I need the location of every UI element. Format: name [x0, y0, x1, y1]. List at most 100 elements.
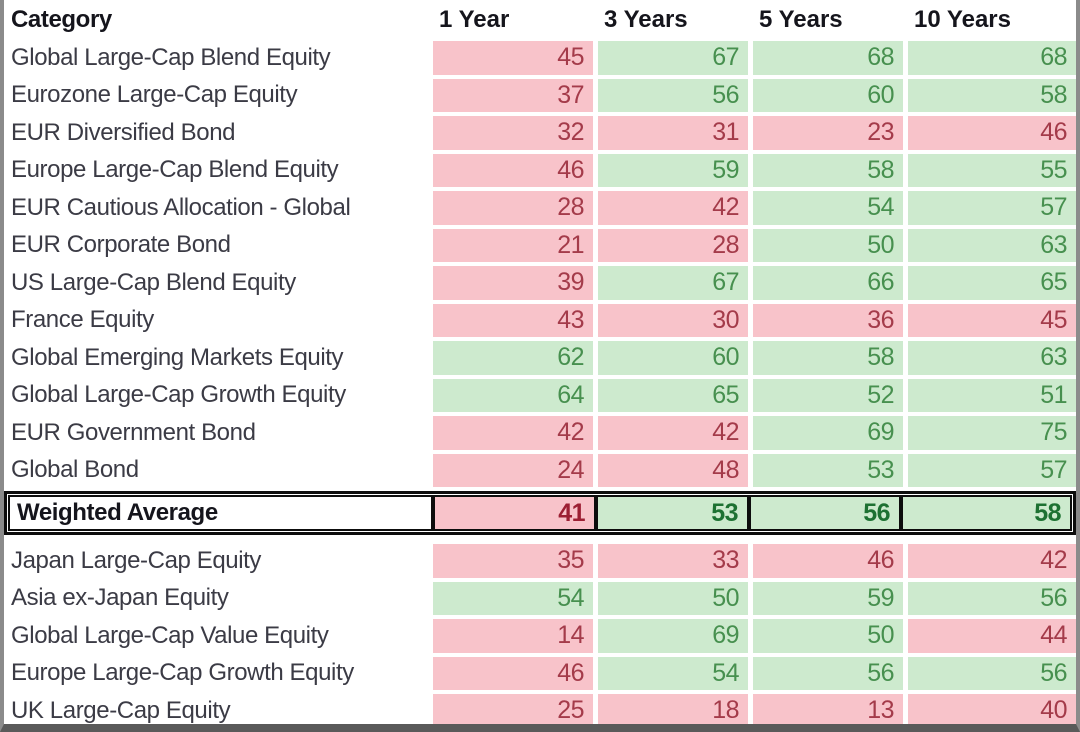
value-cell-5-years: 13 [753, 694, 903, 724]
value-cell-1-year: 14 [433, 619, 593, 653]
value-cell-1-year: 64 [433, 378, 593, 412]
category-cell: US Large-Cap Blend Equity [11, 268, 296, 296]
value-cell-10-years: 45 [908, 303, 1076, 337]
value-cell-10-years: 57 [908, 453, 1076, 487]
column-header-10-years: 10 Years [914, 6, 1011, 33]
value-cell-1-year: 43 [433, 303, 593, 337]
category-cell: EUR Diversified Bond [11, 118, 236, 146]
value-cell-3-years: 30 [598, 303, 748, 337]
value-cell-10-years: 46 [908, 116, 1076, 150]
value-cell-5-years: 56 [753, 656, 903, 690]
value-cell-3-years: 54 [598, 656, 748, 690]
column-header-3-years: 3 Years [604, 6, 688, 33]
value-cell-10-years: 75 [908, 416, 1076, 450]
value-cell-10-years: 56 [908, 581, 1076, 615]
value-cell-1-year: 62 [433, 341, 593, 375]
value-cell-1-year: 46 [433, 656, 593, 690]
value-cell-5-years: 46 [753, 544, 903, 578]
value-cell-10-years: 58 [908, 78, 1076, 112]
category-cell: Europe Large-Cap Growth Equity [11, 659, 354, 687]
value-cell-3-years: 59 [598, 153, 748, 187]
value-cell-5-years: 58 [753, 153, 903, 187]
value-cell-3-years: 56 [598, 78, 748, 112]
table-row: France Equity 43 30 36 45 [4, 303, 1076, 337]
value-cell-3-years: 67 [598, 266, 748, 300]
value-cell-1-year: 32 [433, 116, 593, 150]
table-row: Europe Large-Cap Growth Equity 46 54 56 56 [4, 656, 1076, 690]
value-cell-5-years: 50 [753, 228, 903, 262]
category-cell: Global Emerging Markets Equity [11, 343, 344, 371]
table-row: Europe Large-Cap Blend Equity 46 59 58 55 [4, 153, 1076, 187]
value-cell-5-years: 59 [753, 581, 903, 615]
value-cell-10-years: 63 [908, 228, 1076, 262]
table-row: EUR Cautious Allocation - Global 28 42 54 57 [4, 191, 1076, 225]
value-cell-1-year: 41 [433, 495, 596, 531]
category-cell: EUR Government Bond [11, 418, 256, 446]
value-cell-10-years: 68 [908, 41, 1076, 75]
category-cell: Global Large-Cap Growth Equity [11, 381, 346, 409]
category-cell: Global Large-Cap Value Equity [11, 621, 329, 649]
category-cell: Global Large-Cap Blend Equity [11, 43, 331, 71]
value-cell-5-years: 66 [753, 266, 903, 300]
value-cell-10-years: 63 [908, 341, 1076, 375]
table-row: Global Large-Cap Growth Equity 64 65 52 51 [4, 378, 1076, 412]
value-cell-3-years: 65 [598, 378, 748, 412]
weighted-average-row: Weighted Average 41 53 56 58 [8, 495, 1072, 531]
table-row: EUR Government Bond 42 42 69 75 [4, 416, 1076, 450]
table-row: Japan Large-Cap Equity 35 33 46 42 [4, 544, 1076, 578]
value-cell-3-years: 50 [598, 581, 748, 615]
column-header-5-years: 5 Years [759, 6, 843, 33]
value-cell-1-year: 24 [433, 453, 593, 487]
value-cell-1-year: 21 [433, 228, 593, 262]
value-cell-10-years: 51 [908, 378, 1076, 412]
value-cell-3-years: 28 [598, 228, 748, 262]
value-cell-5-years: 50 [753, 619, 903, 653]
value-cell-1-year: 35 [433, 544, 593, 578]
value-cell-10-years: 58 [901, 495, 1072, 531]
table-row: EUR Corporate Bond 21 28 50 63 [4, 228, 1076, 262]
category-cell: EUR Corporate Bond [11, 231, 231, 259]
value-cell-10-years: 55 [908, 153, 1076, 187]
table-row: Global Emerging Markets Equity 62 60 58 63 [4, 341, 1076, 375]
category-cell: EUR Cautious Allocation - Global [11, 193, 351, 221]
column-header-category: Category [11, 6, 112, 33]
value-cell-1-year: 46 [433, 153, 593, 187]
category-cell: Eurozone Large-Cap Equity [11, 81, 298, 109]
value-cell-3-years: 60 [598, 341, 748, 375]
value-cell-1-year: 45 [433, 41, 593, 75]
value-cell-5-years: 36 [753, 303, 903, 337]
table-row: EUR Diversified Bond 32 31 23 46 [4, 116, 1076, 150]
value-cell-1-year: 54 [433, 581, 593, 615]
value-cell-3-years: 42 [598, 191, 748, 225]
category-cell: Japan Large-Cap Equity [11, 546, 262, 574]
table-row: Eurozone Large-Cap Equity 37 56 60 58 [4, 78, 1076, 112]
rows-below-average: Japan Large-Cap Equity 35 33 46 42 Asia ex-Ja… [4, 544, 1076, 724]
value-cell-5-years: 60 [753, 78, 903, 112]
table-row: Asia ex-Japan Equity 54 50 59 56 [4, 581, 1076, 615]
table-row: Global Bond 24 48 53 57 [4, 453, 1076, 487]
value-cell-3-years: 48 [598, 453, 748, 487]
table-row: UK Large-Cap Equity 25 18 13 40 [4, 694, 1076, 724]
value-cell-5-years: 52 [753, 378, 903, 412]
value-cell-10-years: 56 [908, 656, 1076, 690]
value-cell-10-years: 44 [908, 619, 1076, 653]
value-cell-1-year: 37 [433, 78, 593, 112]
value-cell-3-years: 42 [598, 416, 748, 450]
value-cell-10-years: 65 [908, 266, 1076, 300]
table-row: Global Large-Cap Blend Equity 45 67 68 68 [4, 41, 1076, 75]
value-cell-1-year: 25 [433, 694, 593, 724]
table-row: US Large-Cap Blend Equity 39 67 66 65 [4, 266, 1076, 300]
category-cell: Global Bond [11, 456, 139, 484]
category-cell: Europe Large-Cap Blend Equity [11, 156, 339, 184]
value-cell-5-years: 58 [753, 341, 903, 375]
weighted-average-row-border: Weighted Average 41 53 56 58 [4, 491, 1076, 535]
column-header-1-year: 1 Year [439, 6, 510, 33]
value-cell-5-years: 69 [753, 416, 903, 450]
value-cell-5-years: 23 [753, 116, 903, 150]
value-cell-1-year: 39 [433, 266, 593, 300]
value-cell-5-years: 54 [753, 191, 903, 225]
value-cell-3-years: 53 [596, 495, 749, 531]
value-cell-10-years: 42 [908, 544, 1076, 578]
table-row: Global Large-Cap Value Equity 14 69 50 44 [4, 619, 1076, 653]
